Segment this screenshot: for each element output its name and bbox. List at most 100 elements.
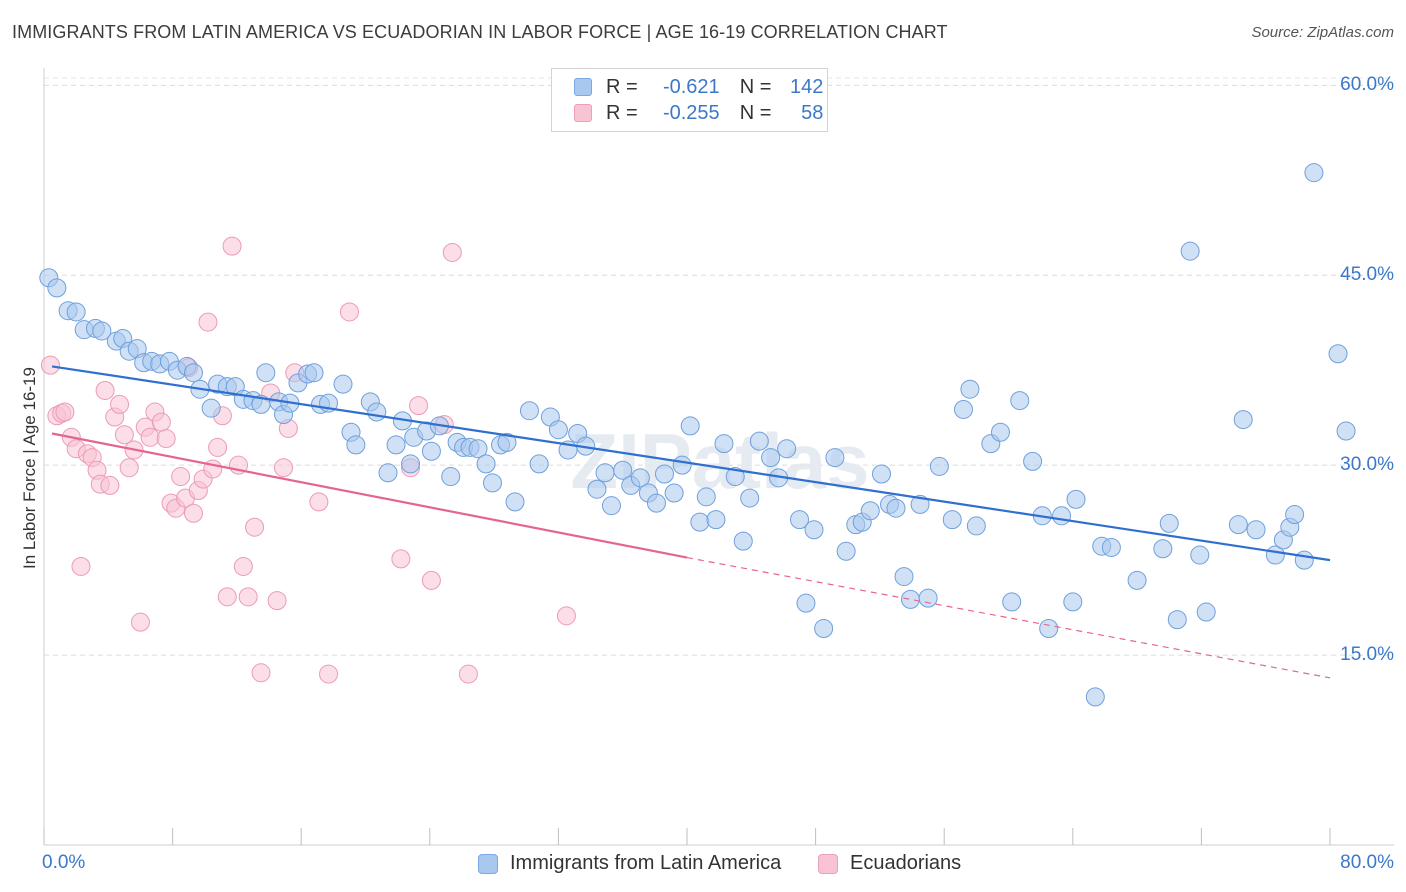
latin-america-point bbox=[654, 464, 674, 484]
latin-america-point bbox=[761, 448, 781, 468]
ecuadorian-point bbox=[151, 412, 171, 432]
legend-r-value: -0.621 bbox=[662, 75, 720, 98]
latin-america-point bbox=[966, 516, 986, 536]
latin-america-point bbox=[672, 455, 692, 475]
latin-america-point bbox=[505, 492, 525, 512]
x-tick-label-80: 80.0% bbox=[1340, 852, 1394, 873]
latin-america-point bbox=[825, 448, 845, 468]
legend-swatch-blue bbox=[574, 78, 592, 96]
legend-item-ecuadorians[interactable]: Ecuadorians bbox=[818, 852, 961, 875]
latin-america-point bbox=[1153, 539, 1173, 559]
ecuadorian-point bbox=[156, 429, 176, 449]
latin-america-point bbox=[47, 278, 67, 298]
legend-row-latin-america: R = -0.621 N = 142 bbox=[574, 75, 823, 99]
latin-america-point bbox=[1294, 550, 1314, 570]
latin-america-point bbox=[304, 363, 324, 383]
latin-america-point bbox=[1052, 506, 1072, 526]
latin-america-point bbox=[1063, 592, 1083, 612]
legend-r-value: -0.255 bbox=[662, 101, 720, 124]
ecuadorian-point bbox=[183, 503, 203, 523]
legend-swatch-blue bbox=[478, 853, 498, 874]
ecuadorian-point bbox=[198, 312, 218, 332]
latin-america-point bbox=[1010, 391, 1030, 411]
ecuadorian-point bbox=[208, 437, 228, 457]
y-tick-label-60: 60.0% bbox=[1340, 74, 1394, 96]
latin-america-point bbox=[482, 473, 502, 493]
latin-america-point bbox=[804, 520, 824, 540]
latin-america-point bbox=[942, 510, 962, 530]
latin-america-point bbox=[1085, 687, 1105, 707]
legend-label: Ecuadorians bbox=[850, 852, 962, 874]
latin-america-point bbox=[777, 439, 797, 459]
latin-america-point bbox=[749, 431, 769, 451]
legend-label: Immigrants from Latin America bbox=[510, 852, 782, 874]
latin-america-point bbox=[900, 589, 920, 609]
y-tick-label-45: 45.0% bbox=[1340, 264, 1394, 286]
latin-america-point bbox=[1066, 489, 1086, 509]
ecuadorian-point bbox=[140, 427, 160, 447]
latin-america-point bbox=[1023, 451, 1043, 471]
latin-america-point bbox=[960, 379, 980, 399]
latin-america-point bbox=[256, 363, 276, 383]
latin-america-point bbox=[1167, 610, 1187, 630]
ecuadorian-point bbox=[238, 587, 258, 607]
latin-america-point bbox=[595, 463, 615, 483]
latin-america-point bbox=[860, 501, 880, 521]
latin-america-point bbox=[706, 510, 726, 530]
latin-america-point bbox=[1190, 545, 1210, 565]
ecuadorian-point bbox=[119, 458, 139, 478]
latin-america-point bbox=[183, 363, 203, 383]
latin-america-point bbox=[497, 432, 517, 452]
ecuadorian-point bbox=[274, 458, 294, 478]
latin-america-point bbox=[1127, 570, 1147, 590]
latin-america-point bbox=[696, 487, 716, 507]
y-axis-title: In Labor Force | Age 16-19 bbox=[20, 367, 39, 569]
axes bbox=[43, 68, 1394, 846]
latin-america-point bbox=[1233, 410, 1253, 430]
ecuadorian-point bbox=[171, 467, 191, 487]
latin-america-point bbox=[1304, 163, 1324, 183]
ecuadorian-point bbox=[217, 587, 237, 607]
latin-america-point bbox=[378, 463, 398, 483]
latin-america-point bbox=[519, 401, 539, 421]
legend-row-ecuadorians: R = -0.255 N = 58 bbox=[574, 101, 823, 125]
latin-america-point bbox=[630, 468, 650, 488]
chart-source: Source: ZipAtlas.com bbox=[1251, 24, 1394, 41]
legend-r-label: R = bbox=[606, 75, 638, 98]
latin-america-point bbox=[1039, 618, 1059, 638]
legend-n-label: N = bbox=[739, 75, 772, 98]
ecuadorian-point bbox=[100, 475, 120, 495]
latin-america-point bbox=[476, 454, 496, 474]
ecuadorian-point bbox=[114, 425, 134, 445]
ecuadorian-point bbox=[95, 380, 115, 400]
ecuadorian-point bbox=[309, 492, 329, 512]
y-tick-label-30: 30.0% bbox=[1340, 454, 1394, 476]
latin-america-point bbox=[690, 512, 710, 532]
watermark: ZIPatlas bbox=[570, 417, 869, 505]
legend-item-latin-america[interactable]: Immigrants from Latin America bbox=[478, 852, 781, 875]
latin-america-point bbox=[441, 467, 461, 487]
latin-america-point bbox=[1246, 520, 1266, 540]
ecuadorian-point bbox=[442, 242, 462, 262]
trend-line-ecuadorians bbox=[51, 432, 688, 559]
latin-america-point bbox=[1228, 515, 1248, 535]
ecuadorian-point bbox=[110, 394, 130, 414]
latin-america-point bbox=[92, 321, 112, 341]
latin-america-points bbox=[39, 163, 1356, 707]
legend-n-label: N = bbox=[739, 101, 772, 124]
latin-america-point bbox=[1159, 513, 1179, 533]
latin-america-point bbox=[894, 567, 914, 587]
latin-america-point bbox=[587, 479, 607, 499]
latin-america-point bbox=[953, 399, 973, 419]
series-legend: Immigrants from Latin America Ecuadorian… bbox=[0, 852, 1406, 878]
latin-america-point bbox=[601, 496, 621, 516]
ecuadorian-point bbox=[319, 664, 339, 684]
legend-n-value: 58 bbox=[801, 101, 824, 124]
trend-lines bbox=[51, 365, 1331, 679]
latin-america-point bbox=[346, 435, 366, 455]
ecuadorian-point bbox=[458, 664, 478, 684]
latin-america-point bbox=[1196, 602, 1216, 622]
legend-swatch-pink bbox=[818, 853, 838, 874]
ecuadorian-point bbox=[267, 591, 287, 611]
